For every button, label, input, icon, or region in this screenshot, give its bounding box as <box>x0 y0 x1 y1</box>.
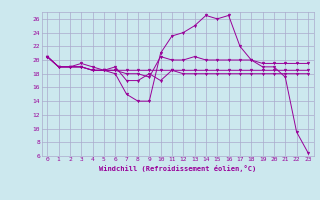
X-axis label: Windchill (Refroidissement éolien,°C): Windchill (Refroidissement éolien,°C) <box>99 165 256 172</box>
